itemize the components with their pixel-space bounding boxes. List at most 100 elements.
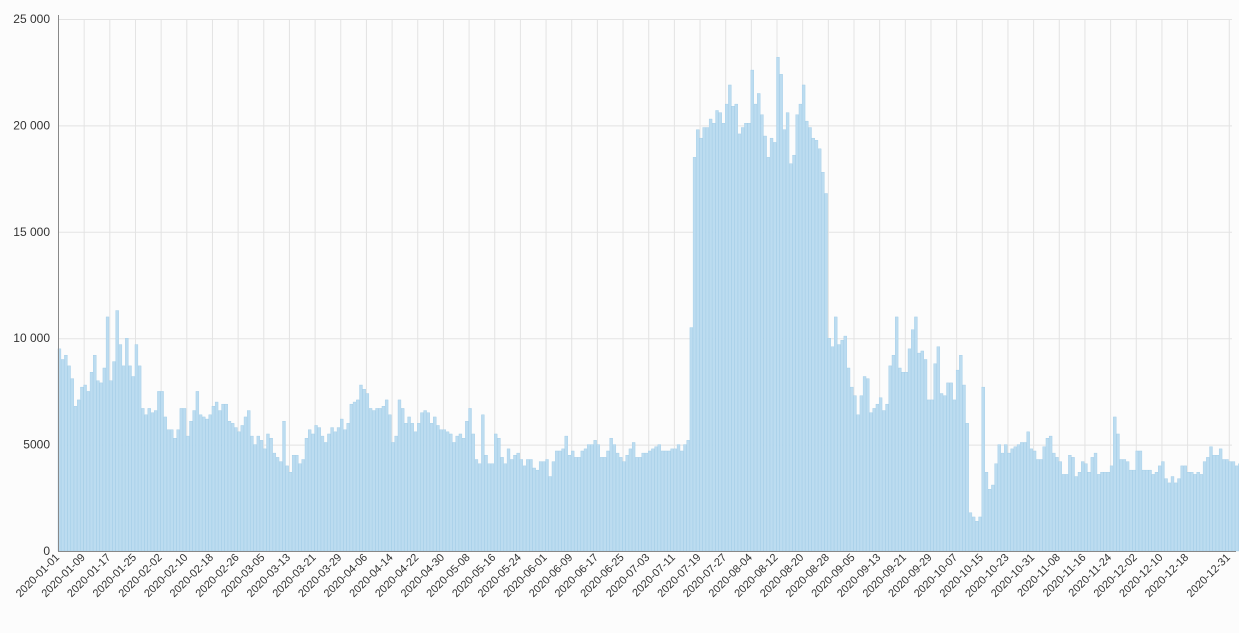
bar — [243, 416, 248, 552]
bar — [593, 440, 597, 552]
bar — [866, 378, 870, 552]
bar — [1023, 442, 1027, 552]
bar — [227, 420, 232, 552]
bar — [917, 352, 921, 552]
bar — [564, 435, 568, 552]
bar — [991, 484, 995, 552]
bar — [753, 103, 758, 552]
bar — [1225, 459, 1229, 552]
bar — [577, 457, 581, 552]
bar — [606, 450, 610, 552]
bar — [1151, 474, 1155, 552]
bar — [449, 433, 453, 552]
bar — [304, 438, 309, 552]
bar — [638, 457, 642, 552]
bar — [237, 431, 241, 552]
bar — [506, 448, 511, 552]
bar — [86, 391, 90, 552]
bar — [384, 399, 389, 552]
bar — [728, 84, 732, 552]
bar — [705, 127, 710, 552]
bar — [830, 346, 835, 552]
bar — [532, 467, 536, 552]
bar — [1135, 450, 1139, 552]
bar — [170, 429, 174, 552]
bar — [827, 338, 831, 552]
bar — [1164, 478, 1168, 552]
bar — [80, 386, 84, 552]
bar — [211, 406, 216, 552]
bar — [554, 450, 559, 552]
bar — [644, 452, 649, 552]
bar — [609, 438, 613, 552]
bar — [1113, 416, 1117, 552]
bar — [981, 386, 985, 552]
bar — [907, 348, 912, 552]
bar — [67, 365, 71, 552]
bar — [965, 423, 969, 552]
bar — [109, 380, 113, 552]
bar — [465, 420, 469, 552]
bar — [1190, 472, 1194, 552]
bar — [285, 465, 289, 552]
bar — [125, 338, 129, 552]
bar — [1036, 459, 1040, 552]
bar — [952, 399, 957, 552]
bar — [131, 376, 135, 552]
bar — [70, 378, 74, 552]
bar — [1209, 446, 1213, 552]
bar — [1193, 474, 1197, 552]
bar — [792, 154, 796, 552]
bar — [256, 435, 260, 552]
bar — [154, 410, 158, 552]
bar — [503, 463, 507, 552]
y-tick-label: 20 000 — [13, 118, 50, 132]
bar — [478, 463, 482, 552]
bar — [365, 393, 370, 552]
bar — [1119, 459, 1123, 552]
bar — [939, 393, 944, 552]
bar — [330, 427, 334, 552]
bar — [510, 459, 514, 552]
bar — [724, 103, 729, 552]
bar — [1106, 472, 1111, 552]
bar — [631, 442, 636, 552]
bar — [1125, 461, 1130, 552]
bar — [878, 397, 883, 552]
bar — [843, 335, 847, 552]
bar — [474, 459, 479, 552]
bar — [558, 450, 562, 552]
bar — [798, 103, 803, 552]
bar — [869, 412, 873, 552]
bar — [490, 463, 495, 552]
y-tick-label: 10 000 — [13, 331, 50, 345]
bar — [423, 410, 427, 552]
bar — [234, 427, 238, 552]
bar — [988, 489, 992, 552]
bar — [1090, 457, 1094, 552]
bar — [898, 367, 902, 552]
bar — [548, 476, 552, 552]
bar — [795, 114, 799, 552]
bar — [1007, 452, 1011, 552]
bar — [660, 450, 665, 552]
bar — [535, 469, 540, 552]
bar — [696, 129, 700, 552]
bar — [1145, 469, 1149, 552]
bar — [484, 455, 488, 552]
bar — [654, 446, 658, 552]
bar — [1074, 476, 1078, 552]
bar — [279, 461, 283, 552]
bar — [872, 408, 876, 552]
bar — [1004, 444, 1008, 552]
bar — [773, 142, 777, 552]
bar — [266, 433, 270, 552]
bar — [689, 327, 694, 552]
bar — [1093, 452, 1098, 552]
bar — [680, 450, 684, 552]
bar — [737, 133, 742, 552]
bar — [670, 448, 674, 552]
bar — [397, 399, 402, 552]
bar — [545, 459, 549, 552]
